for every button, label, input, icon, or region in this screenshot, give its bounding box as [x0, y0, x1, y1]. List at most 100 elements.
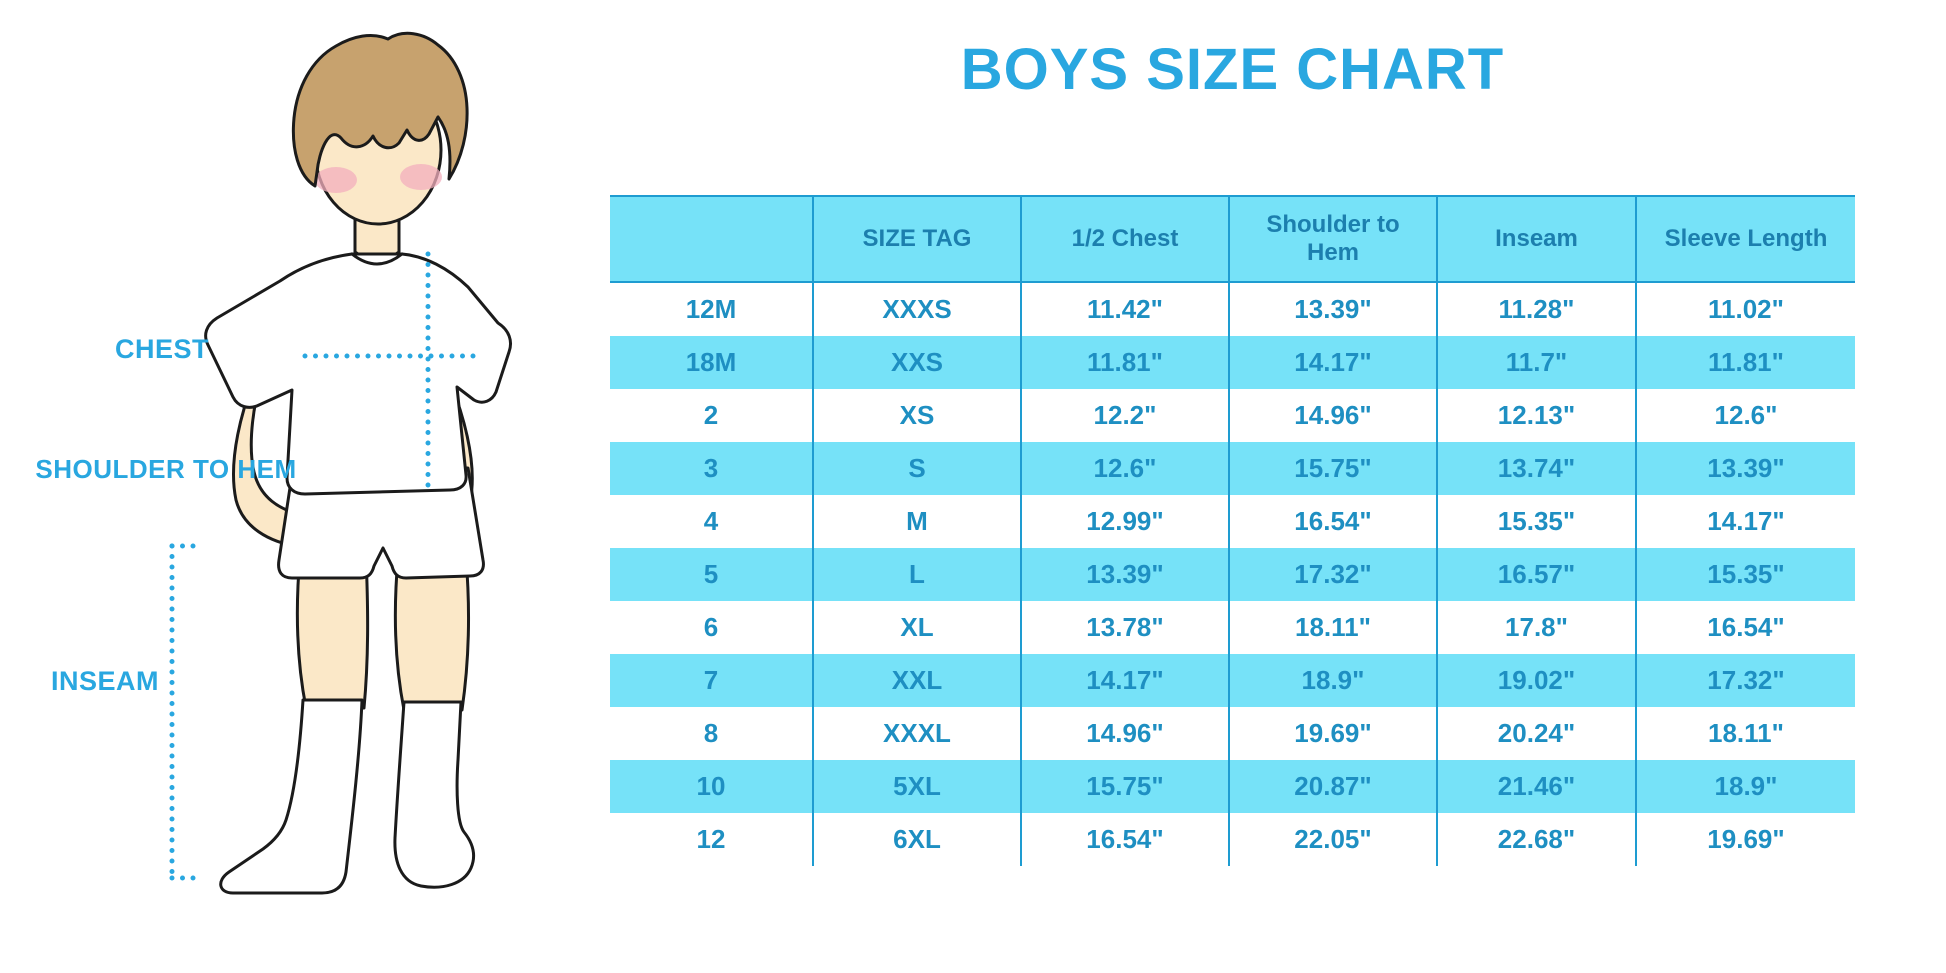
boy-figure-illustration	[169, 31, 513, 895]
left-sock	[219, 698, 364, 895]
table-cell: 17.32"	[1635, 654, 1855, 707]
table-cell: 22.05"	[1228, 813, 1436, 866]
table-cell: 12.6"	[1020, 442, 1228, 495]
table-cell: 5XL	[812, 760, 1020, 813]
table-cell: 11.28"	[1436, 283, 1635, 336]
table-header-cell	[610, 197, 812, 281]
table-cell: 15.35"	[1436, 495, 1635, 548]
table-cell: 19.69"	[1228, 707, 1436, 760]
table-cell: 13.39"	[1635, 442, 1855, 495]
table-cell: 12.99"	[1020, 495, 1228, 548]
table-cell: 18.11"	[1635, 707, 1855, 760]
table-cell: XXL	[812, 654, 1020, 707]
left-blush	[315, 167, 357, 193]
table-cell: 14.96"	[1020, 707, 1228, 760]
page-title: BOYS SIZE CHART	[960, 37, 1505, 102]
table-cell: 13.39"	[1020, 548, 1228, 601]
table-cell: 5	[703, 559, 719, 589]
table-cell: 16.54"	[1635, 601, 1855, 654]
table-cell: 12	[696, 824, 726, 854]
shoulder-to-hem-label: SHOULDER TO HEM	[35, 454, 297, 484]
table-body: 12M XXXS 11.42" 13.39" 11.28" 11.02" 18M…	[610, 283, 1855, 866]
table-cell: 11.81"	[1635, 336, 1855, 389]
table-cell: 13.78"	[1020, 601, 1228, 654]
table-row: 12 6XL 16.54" 22.05" 22.68" 19.69"	[610, 813, 1855, 866]
table-cell: 16.54"	[1228, 495, 1436, 548]
table-header-cell: SIZE TAG	[812, 197, 1020, 281]
table-cell: 11.42"	[1020, 283, 1228, 336]
table-cell: 22.68"	[1436, 813, 1635, 866]
size-table: SIZE TAG 1/2 Chest Shoulder to Hem Insea…	[610, 195, 1855, 866]
table-cell: L	[812, 548, 1020, 601]
table-row: 8 XXXL 14.96" 19.69" 20.24" 18.11"	[610, 707, 1855, 760]
table-cell: 12M	[685, 294, 737, 324]
table-row: 5 L 13.39" 17.32" 16.57" 15.35"	[610, 548, 1855, 601]
right-leg	[393, 556, 471, 712]
table-cell: 18.9"	[1228, 654, 1436, 707]
table-cell: 12.6"	[1635, 389, 1855, 442]
table-cell: 17.32"	[1228, 548, 1436, 601]
shirt-collar	[350, 252, 404, 266]
table-cell: 13.74"	[1436, 442, 1635, 495]
table-cell: 19.02"	[1436, 654, 1635, 707]
table-cell: XXXL	[812, 707, 1020, 760]
table-header-row: SIZE TAG 1/2 Chest Shoulder to Hem Insea…	[610, 195, 1855, 283]
table-cell: 15.75"	[1228, 442, 1436, 495]
inseam-label: INSEAM	[50, 666, 159, 696]
table-cell: 18.11"	[1228, 601, 1436, 654]
chest-label: CHEST	[114, 334, 209, 364]
table-cell: 16.57"	[1436, 548, 1635, 601]
table-cell: 14.96"	[1228, 389, 1436, 442]
table-cell: 15.35"	[1635, 548, 1855, 601]
table-row: 18M XXS 11.81" 14.17" 11.7" 11.81"	[610, 336, 1855, 389]
table-cell: 8	[703, 718, 719, 748]
table-cell: XXS	[812, 336, 1020, 389]
table-row: 3 S 12.6" 15.75" 13.74" 13.39"	[610, 442, 1855, 495]
table-cell: 6	[703, 612, 719, 642]
table-cell: 14.17"	[1228, 336, 1436, 389]
table-header-cell: 1/2 Chest	[1020, 197, 1228, 281]
table-cell: 16.54"	[1020, 813, 1228, 866]
table-cell: XXXS	[812, 283, 1020, 336]
table-cell: 4	[703, 506, 719, 536]
table-cell: 13.39"	[1228, 283, 1436, 336]
table-cell: 3	[703, 453, 719, 483]
table-cell: 21.46"	[1436, 760, 1635, 813]
table-cell: 7	[703, 665, 719, 695]
table-row: 7 XXL 14.17" 18.9" 19.02" 17.32"	[610, 654, 1855, 707]
hair	[291, 31, 469, 188]
table-cell: 11.81"	[1020, 336, 1228, 389]
table-cell: XS	[812, 389, 1020, 442]
table-cell: 12.2"	[1020, 389, 1228, 442]
table-cell: 18M	[685, 347, 737, 377]
right-blush	[400, 164, 442, 190]
shorts	[277, 466, 485, 580]
table-cell: 6XL	[812, 813, 1020, 866]
table-cell: 14.17"	[1635, 495, 1855, 548]
table-cell: 20.24"	[1436, 707, 1635, 760]
table-row: 6 XL 13.78" 18.11" 17.8" 16.54"	[610, 601, 1855, 654]
table-cell: 20.87"	[1228, 760, 1436, 813]
right-sock	[393, 700, 476, 889]
table-cell: 11.02"	[1635, 283, 1855, 336]
table-cell: 15.75"	[1020, 760, 1228, 813]
table-cell: 11.7"	[1436, 336, 1635, 389]
table-header-cell: Shoulder to Hem	[1228, 197, 1436, 281]
table-cell: 19.69"	[1635, 813, 1855, 866]
table-header-cell: Inseam	[1436, 197, 1635, 281]
table-cell: 14.17"	[1020, 654, 1228, 707]
table-cell: M	[812, 495, 1020, 548]
table-cell: S	[812, 442, 1020, 495]
table-row: 2 XS 12.2" 14.96" 12.13" 12.6"	[610, 389, 1855, 442]
t-shirt	[204, 252, 513, 496]
table-cell: 2	[703, 400, 719, 430]
table-cell: 17.8"	[1436, 601, 1635, 654]
table-cell: XL	[812, 601, 1020, 654]
table-row: 4 M 12.99" 16.54" 15.35" 14.17"	[610, 495, 1855, 548]
table-cell: 18.9"	[1635, 760, 1855, 813]
table-cell: 10	[696, 771, 726, 801]
table-header-cell: Sleeve Length	[1635, 197, 1855, 281]
table-row: 10 5XL 15.75" 20.87" 21.46" 18.9"	[610, 760, 1855, 813]
table-row: 12M XXXS 11.42" 13.39" 11.28" 11.02"	[610, 283, 1855, 336]
